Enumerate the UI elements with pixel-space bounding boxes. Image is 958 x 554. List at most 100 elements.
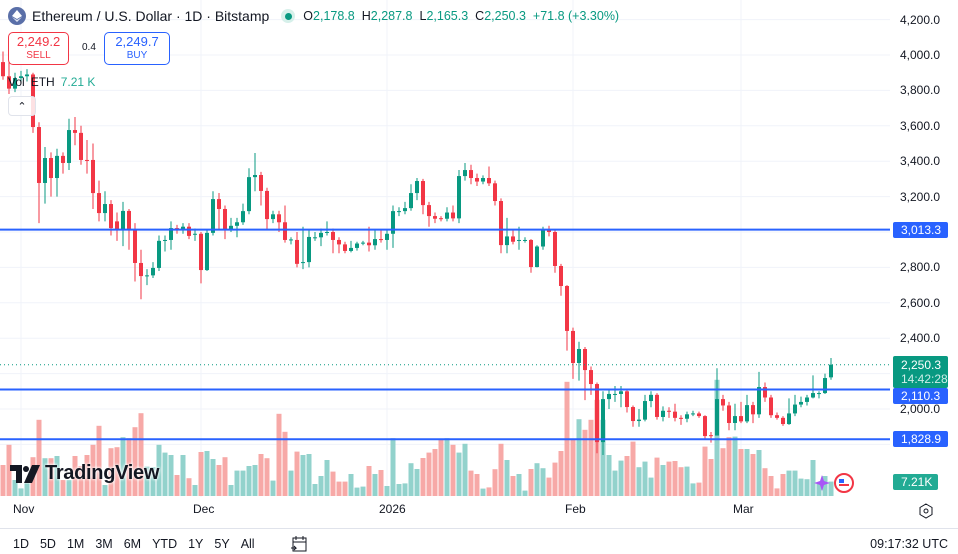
range-button-ytd[interactable]: YTD — [152, 537, 178, 551]
volume-bar — [210, 459, 216, 496]
candle-body — [511, 236, 515, 242]
change-value: +71.8 (+3.30%) — [532, 9, 620, 23]
volume-bar — [162, 452, 168, 496]
candle-body — [571, 330, 575, 363]
volume-bar — [576, 419, 582, 496]
candle-body — [799, 401, 803, 405]
candle-body — [691, 413, 695, 415]
candle-body — [253, 175, 257, 178]
volume-bar — [618, 460, 624, 496]
volume-bar — [696, 482, 702, 496]
tradingview-logo[interactable]: TradingView — [10, 462, 159, 485]
clock-timezone[interactable]: 09:17:32 UTC — [870, 537, 948, 551]
volume-bar — [42, 458, 48, 496]
range-button-1d[interactable]: 1D — [13, 537, 29, 551]
bottom-toolbar: 1D 5D 1M 3M 6M YTD 1Y 5Y All 09:17:32 UTC — [0, 528, 958, 554]
candle-body — [97, 193, 101, 214]
volume-bar — [0, 465, 6, 496]
candle-body — [607, 393, 611, 400]
volume-bar — [114, 447, 120, 496]
volume-bar — [90, 444, 96, 496]
candle-body — [703, 416, 707, 437]
volume-bar — [492, 469, 498, 496]
notification-badges[interactable] — [814, 473, 854, 493]
candle-body — [187, 226, 191, 236]
go-to-date-icon[interactable] — [290, 535, 308, 553]
symbol-title[interactable]: Ethereum / U.S. Dollar · 1D · Bitstamp — [32, 8, 270, 24]
volume-bar — [342, 481, 348, 496]
candle-body — [91, 159, 95, 194]
close-label: C — [475, 9, 485, 23]
volume-bar — [294, 451, 300, 496]
range-button-5y[interactable]: 5Y — [214, 537, 230, 551]
close-value: 2,250.3 — [484, 9, 526, 23]
volume-bar — [750, 454, 756, 496]
volume-bar — [450, 444, 456, 496]
price-tick-label: 4,000.0 — [900, 48, 941, 62]
candle-body — [421, 181, 425, 206]
line-tag-1829: 1,828.9 — [893, 431, 948, 447]
volume-bar — [786, 470, 792, 496]
buy-button[interactable]: 2,249.7 BUY — [104, 32, 170, 65]
candle-body — [235, 222, 239, 226]
volume-bar — [48, 458, 54, 496]
time-tick-label: Nov — [13, 502, 35, 516]
volume-bar — [186, 478, 192, 496]
candle-body — [25, 74, 29, 77]
candle-body — [55, 155, 59, 179]
candle-body — [7, 76, 11, 89]
range-button-6m[interactable]: 6M — [123, 537, 142, 551]
volume-bar — [66, 480, 72, 496]
sell-button[interactable]: 2,249.2 SELL — [8, 32, 69, 65]
volume-bar — [822, 476, 828, 496]
candle-body — [343, 244, 347, 251]
volume-bar — [636, 467, 642, 496]
volume-bar — [480, 488, 486, 496]
chart-settings-icon[interactable] — [918, 503, 934, 519]
candle-body — [637, 419, 641, 422]
candle-body — [811, 393, 815, 398]
candle-body — [523, 239, 527, 241]
volume-legend[interactable]: Vol ETH 7.21 K — [8, 75, 95, 89]
candle-body — [157, 240, 161, 268]
candle-body — [289, 239, 293, 241]
price-tick-label: 3,800.0 — [900, 83, 941, 98]
volume-bar — [630, 441, 636, 496]
volume-value: 7.21 K — [60, 75, 96, 89]
candle-body — [217, 199, 221, 209]
volume-bar — [402, 483, 408, 496]
candle-body — [745, 405, 749, 422]
volume-bar — [798, 478, 804, 496]
volume-bar — [504, 460, 510, 496]
range-button-1m[interactable]: 1M — [66, 537, 85, 551]
volume-bar — [120, 437, 126, 496]
volume-bar — [768, 476, 774, 496]
volume-bar — [522, 490, 528, 496]
candle-body — [259, 175, 263, 191]
range-button-5d[interactable]: 5D — [39, 537, 56, 551]
candle-body — [403, 208, 407, 212]
volume-bar — [612, 470, 618, 496]
collapse-legend-button[interactable]: ⌃ — [8, 96, 36, 116]
range-button-all[interactable]: All — [240, 537, 255, 551]
volume-bar — [204, 451, 210, 496]
candle-body — [499, 201, 503, 246]
candle-body — [331, 232, 335, 240]
candle-body — [391, 211, 395, 234]
range-button-3m[interactable]: 3M — [95, 537, 113, 551]
candle-body — [211, 199, 215, 233]
range-button-1y[interactable]: 1Y — [188, 537, 204, 551]
volume-bar — [666, 461, 672, 496]
price-chart[interactable] — [0, 0, 890, 497]
candle-body — [121, 210, 125, 229]
volume-bar — [678, 467, 684, 496]
candle-body — [427, 205, 431, 217]
price-tick-label: 2,000.0 — [900, 402, 941, 416]
candle-body — [307, 236, 311, 263]
candle-body — [163, 239, 167, 241]
volume-bar — [420, 458, 426, 496]
volume-bar — [192, 485, 198, 496]
volume-bar — [756, 450, 762, 496]
volume-bar — [324, 460, 330, 496]
volume-bar — [792, 470, 798, 496]
